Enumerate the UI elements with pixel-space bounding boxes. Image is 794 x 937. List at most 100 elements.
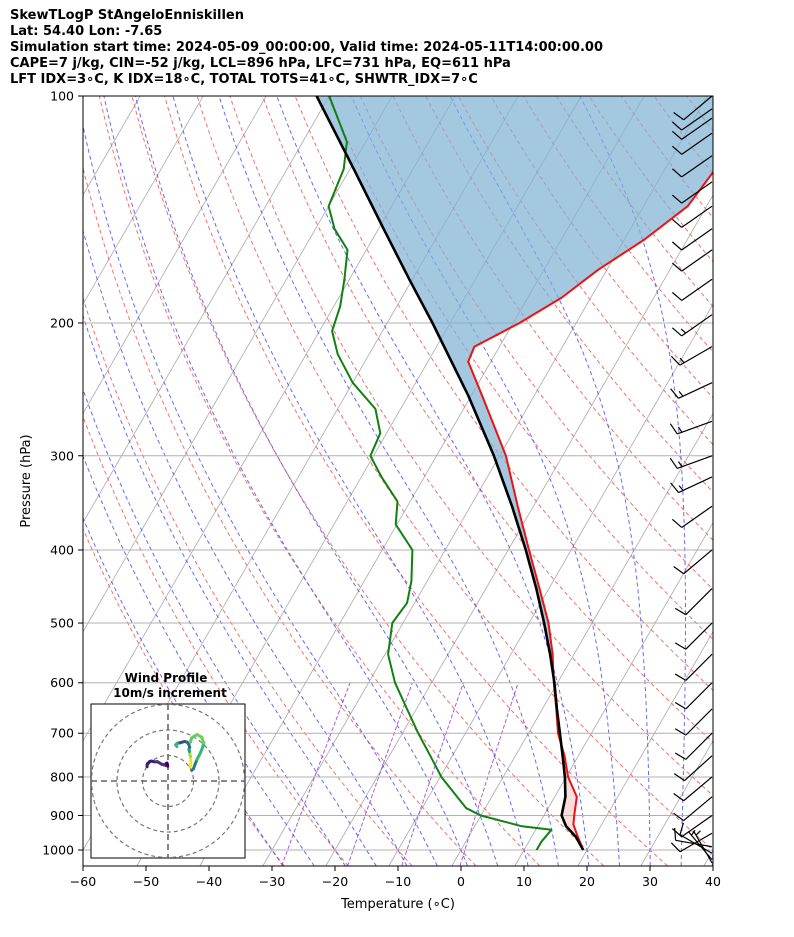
wind-barb-staff — [678, 476, 713, 494]
wind-barb — [674, 708, 713, 736]
wind-barb-staff — [678, 382, 713, 399]
wind-barb-staff — [679, 832, 713, 853]
wind-barb — [687, 829, 713, 861]
y-tick-label: 1000 — [42, 843, 74, 858]
wind-barb-staff — [681, 505, 713, 528]
wind-barb-feather — [670, 842, 681, 853]
wind-barb-half-feather — [677, 426, 683, 433]
y-axis-label: Pressure (hPa) — [19, 434, 34, 527]
mixing-ratio-line — [347, 682, 413, 866]
wind-barb-feather — [671, 168, 683, 178]
wind-barb — [670, 346, 713, 366]
wind-barb-feather — [671, 145, 683, 155]
wind-barb-feather — [673, 112, 685, 121]
header-indices-2: LFT IDX=3∘C, K IDX=18∘C, TOTAL TOTS=41∘C… — [10, 72, 478, 87]
isotherm — [83, 96, 204, 306]
moist-adiabat — [172, 96, 529, 866]
wind-barb — [669, 420, 713, 435]
wind-barb — [671, 228, 713, 251]
moist-adiabat — [134, 96, 499, 866]
wind-barb-staff — [681, 228, 713, 251]
wind-barb-staff — [679, 346, 713, 366]
wind-barb-half-feather — [678, 391, 684, 397]
wind-barb-staff — [681, 108, 713, 131]
moist-adiabat — [711, 839, 713, 866]
hodograph-title: Wind Profile — [125, 671, 208, 685]
wind-barb-staff — [685, 682, 713, 710]
moist-adiabat — [350, 96, 620, 866]
moist-adiabat — [579, 96, 686, 866]
x-tick-label: −50 — [133, 874, 159, 889]
wind-barb-staff — [687, 830, 713, 861]
dry-adiabat — [457, 96, 713, 446]
wind-barb-staff — [683, 95, 713, 121]
wind-barb — [673, 95, 713, 121]
isotherm — [0, 96, 14, 866]
wind-barb-staff — [681, 314, 713, 337]
y-tick-label: 600 — [50, 675, 74, 690]
moist-adiabat — [83, 387, 346, 866]
x-tick-label: −40 — [196, 874, 222, 889]
dry-adiabat — [262, 96, 713, 743]
parcel-line — [315, 96, 585, 851]
wind-barb-half-feather — [678, 485, 684, 491]
wind-barb-feather — [674, 752, 687, 760]
wind-barb-feather — [669, 423, 678, 435]
profiles — [315, 96, 713, 851]
header-station: SkewTLogP StAngeloEnniskillen — [10, 8, 244, 23]
x-tick-label: −10 — [385, 874, 411, 889]
wind-barb-feather — [671, 828, 683, 838]
moist-adiabat — [83, 313, 377, 866]
x-tick-label: 30 — [642, 874, 658, 889]
wind-barb-staff — [677, 420, 713, 435]
hodograph-segment — [188, 738, 193, 744]
x-axis-label: Temperature (∘C) — [340, 897, 455, 912]
y-tick-label: 100 — [50, 89, 74, 104]
dry-adiabat — [164, 96, 668, 866]
wind-barb-staff — [692, 830, 713, 864]
wind-barb-staff — [683, 796, 713, 822]
wind-barb — [673, 755, 713, 782]
dewpoint-line — [327, 96, 553, 851]
mixing-ratio-line — [281, 682, 351, 866]
dry-adiabat — [196, 96, 713, 851]
isotherm — [83, 96, 393, 633]
wind-barb-feather — [674, 827, 677, 841]
temperature-line — [467, 170, 713, 851]
y-tick-label: 400 — [50, 542, 74, 557]
wind-barb-staff — [681, 181, 713, 204]
moist-adiabat — [83, 516, 284, 866]
wind-barb — [673, 776, 713, 802]
y-tick-label: 800 — [50, 769, 74, 784]
x-tick-label: −30 — [259, 874, 285, 889]
wind-barb — [671, 505, 713, 528]
wind-barb — [670, 382, 713, 399]
wind-barb-feather — [671, 121, 683, 131]
dry-adiabat — [327, 96, 713, 640]
wind-barb-staff — [681, 132, 713, 155]
moist-adiabat — [218, 96, 559, 866]
isotherm — [83, 96, 267, 415]
wind-barb-staff — [681, 249, 713, 272]
wind-barb-half-feather — [690, 829, 696, 836]
wind-barb-feather — [674, 642, 687, 650]
moist-adiabat — [83, 454, 315, 866]
wind-barb-feather — [670, 355, 681, 366]
y-tick-label: 700 — [50, 726, 74, 741]
cin-area — [554, 693, 584, 850]
wind-barb-staff — [681, 205, 713, 228]
mixing-ratio-line — [459, 682, 519, 866]
wind-barb-feather — [671, 130, 683, 140]
wind-barb-feather — [671, 518, 683, 528]
wind-barb-half-feather — [679, 357, 685, 364]
y-tick-label: 300 — [50, 448, 74, 463]
wind-barb-staff — [685, 622, 713, 650]
dry-adiabat — [359, 96, 713, 591]
wind-barb-half-feather — [677, 461, 683, 468]
dry-adiabat — [294, 96, 713, 692]
wind-barb — [671, 278, 713, 301]
hodograph-inset: Wind Profile 10m/s increment — [90, 671, 246, 859]
wind-barb-feather — [671, 241, 683, 251]
x-tick-label: −20 — [322, 874, 348, 889]
wind-barb-feather — [673, 773, 685, 782]
